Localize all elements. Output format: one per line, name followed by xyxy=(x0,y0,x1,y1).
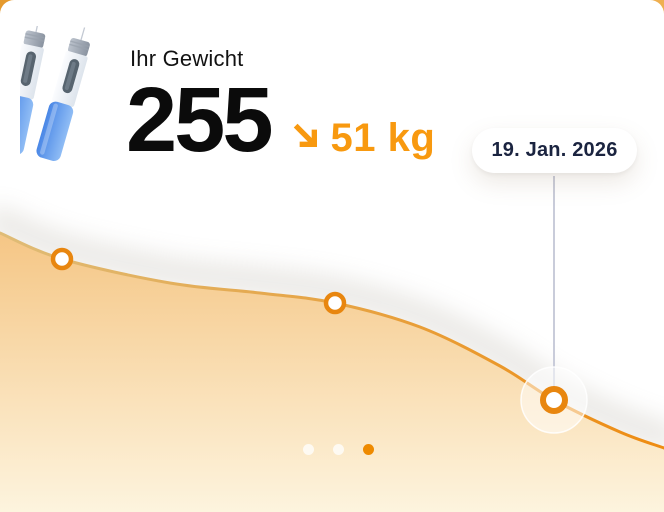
injection-pens-illustration xyxy=(20,26,90,161)
date-tooltip: 19. Jan. 2026 xyxy=(472,128,637,173)
date-tooltip-label: 19. Jan. 2026 xyxy=(491,139,618,161)
injection-pen-left xyxy=(20,26,46,155)
chart-area-fill xyxy=(0,233,664,512)
pagination-dot[interactable] xyxy=(303,444,314,455)
weight-value-row: 255 51 kg xyxy=(126,74,435,166)
chart-point[interactable] xyxy=(323,291,347,315)
pagination-dot[interactable] xyxy=(333,444,344,455)
chart-point-highlighted[interactable] xyxy=(540,386,568,414)
trend-down-arrow-icon xyxy=(293,123,317,147)
injection-pen-right xyxy=(36,27,90,161)
weight-delta: 51 kg xyxy=(330,116,436,160)
chart-points-group xyxy=(50,247,588,434)
pagination-dot-active[interactable] xyxy=(363,444,374,455)
weight-value: 255 xyxy=(126,69,273,171)
card-title: Ihr Gewicht xyxy=(130,46,244,71)
chart-point[interactable] xyxy=(50,247,74,271)
pagination-dots xyxy=(303,444,374,455)
